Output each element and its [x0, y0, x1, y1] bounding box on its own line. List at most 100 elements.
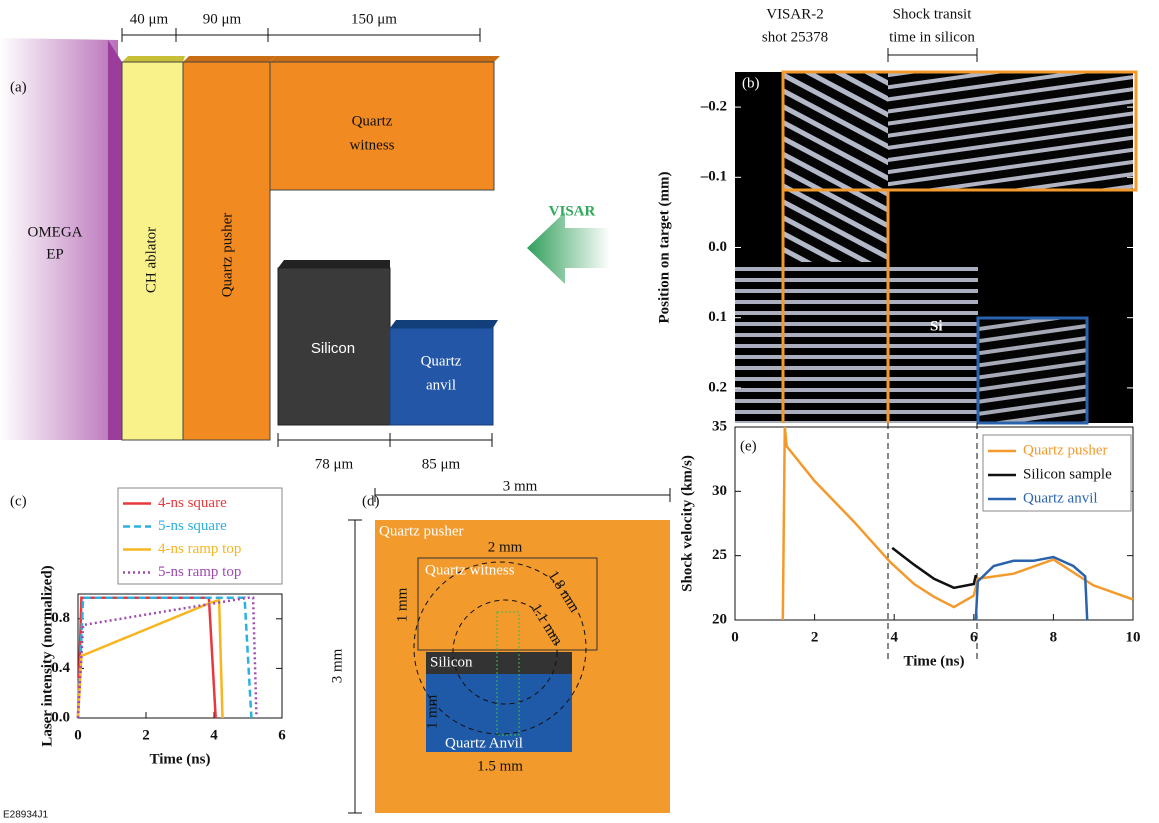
plot-frame — [734, 426, 1134, 621]
layer-label: Quartz pusher — [219, 213, 235, 298]
series-line — [974, 555, 1089, 621]
panel-b-image: VISAR-2 shot 25378 Shock transit time in… — [735, 6, 1138, 660]
x-tick-label: 2 — [811, 629, 819, 645]
dimension-label: 2 mm — [488, 539, 523, 555]
witness-outline — [417, 557, 598, 651]
y-tick-label: 0.2 — [708, 379, 727, 395]
y-axis-label: Shock velocity (km/s) — [679, 455, 695, 592]
pusher-top — [183, 56, 276, 62]
layer-label: witness — [350, 137, 395, 153]
y-tick-label: 0.4 — [51, 660, 70, 676]
legend-label: Silicon sample — [1023, 466, 1112, 482]
region-label: Quartz pusher — [379, 523, 464, 539]
x-tick-label: 6 — [970, 629, 978, 645]
series-line — [76, 596, 253, 719]
y-tick-label: 0.1 — [708, 309, 727, 325]
dimension-label: 1 mm — [424, 694, 440, 729]
layer-label: Silicon — [311, 340, 355, 357]
panel-d: (d) 3 mm 3 mm Quartz pusher 2 mm Quartz … — [329, 478, 671, 814]
y-tick-label: –0.1 — [700, 169, 727, 185]
panel-label: (e) — [740, 438, 757, 454]
layer-label: anvil — [426, 377, 456, 393]
y-tick-label: 20 — [712, 611, 727, 627]
image-title: VISAR-2 — [766, 6, 824, 22]
charts: –0.2 –0.1 0.0 0.1 0.2 Position on target (mm)… — [10, 99, 1141, 768]
dimension-label: 1.5 mm — [477, 758, 523, 774]
streak-fringes — [735, 262, 978, 423]
silicon — [277, 267, 391, 426]
panel-label: (c) — [10, 493, 27, 509]
series-line — [781, 426, 1134, 621]
dimension-label: 150 μm — [351, 11, 397, 27]
dimension-label: 40 μm — [130, 11, 169, 27]
panel-label: (d) — [362, 493, 380, 509]
anvil-face — [426, 674, 572, 752]
dimension-left — [348, 519, 362, 814]
dimension-label: 1 mm — [394, 587, 410, 622]
anvil-box — [976, 316, 1089, 425]
panel-label: (a) — [10, 79, 27, 95]
plot-frame — [77, 593, 283, 719]
panel-label: (b) — [742, 75, 760, 91]
layer-label: EP — [46, 246, 64, 262]
pusher — [182, 61, 271, 441]
anvil — [389, 327, 494, 426]
y-tick-label: 30 — [712, 483, 727, 499]
series-line — [76, 596, 258, 719]
layer-label: OMEGA — [28, 224, 83, 240]
legend-label: Quartz anvil — [1023, 490, 1098, 506]
x-tick-label: 0 — [74, 727, 82, 743]
probe-label: VISAR — [549, 203, 596, 219]
legend-label: 5-ns square — [158, 518, 227, 534]
x-tick-label: 10 — [1126, 629, 1141, 645]
dimension-bottom — [277, 433, 493, 447]
streak-fringes — [783, 72, 888, 262]
streak-fringes — [978, 318, 1087, 423]
streak-fringes — [888, 72, 1133, 190]
pusher-box — [781, 190, 890, 423]
dimension-label: 3 mm — [329, 648, 345, 683]
layer-label: Quartz — [352, 113, 393, 129]
legend-label: 5-ns ramp top — [158, 564, 241, 580]
inner-circle — [452, 599, 558, 705]
y-axis-label: Laser intensity (normalized) — [39, 565, 55, 746]
panel-a: (a) 40 μm 90 μm 150 μm 78 μm 85 μm OMEGA… — [0, 11, 610, 472]
outer-circle — [413, 561, 587, 735]
x-tick-label: 4 — [890, 629, 898, 645]
dimension-label: 90 μm — [203, 11, 242, 27]
x-tick-label: 6 — [278, 727, 286, 743]
silicon-top — [278, 260, 390, 268]
dimension-label: 78 μm — [315, 456, 354, 472]
legend-label: 4-ns square — [158, 495, 227, 511]
witness — [269, 61, 495, 191]
region-label: Quartz witness — [425, 562, 515, 578]
x-tick-label: 0 — [731, 629, 739, 645]
y-axis-label: Position on target (mm) — [656, 171, 672, 323]
legend-label: Quartz pusher — [1023, 442, 1108, 458]
legend-label: 4-ns ramp top — [158, 541, 241, 557]
dimension-label: 3 mm — [503, 478, 538, 494]
x-axis-label: Time (ns) — [150, 751, 211, 767]
region-label: Si — [930, 318, 943, 334]
y-tick-label: 0.0 — [708, 239, 727, 255]
y-tick-label: –0.2 — [700, 99, 727, 115]
ablator-top — [122, 56, 185, 62]
dimension-top — [374, 488, 671, 502]
x-tick-label: 8 — [1050, 629, 1058, 645]
annotation: Shock transit — [893, 6, 973, 22]
annotation: time in silicon — [889, 29, 975, 45]
laser-beam — [0, 38, 118, 440]
y-tick-label: 25 — [712, 547, 727, 563]
y-tick-label: 0.0 — [51, 709, 70, 725]
probe-region — [496, 611, 520, 736]
figure-id: E28934J1 — [3, 810, 48, 821]
region-label: Silicon — [430, 654, 473, 670]
image-title: shot 25378 — [762, 29, 828, 45]
visar-arrow — [527, 212, 610, 284]
witness-box — [781, 70, 1138, 192]
x-tick-label: 4 — [210, 727, 218, 743]
witness-top — [270, 56, 500, 62]
dimension-top — [121, 28, 481, 42]
silicon-face — [426, 652, 572, 674]
